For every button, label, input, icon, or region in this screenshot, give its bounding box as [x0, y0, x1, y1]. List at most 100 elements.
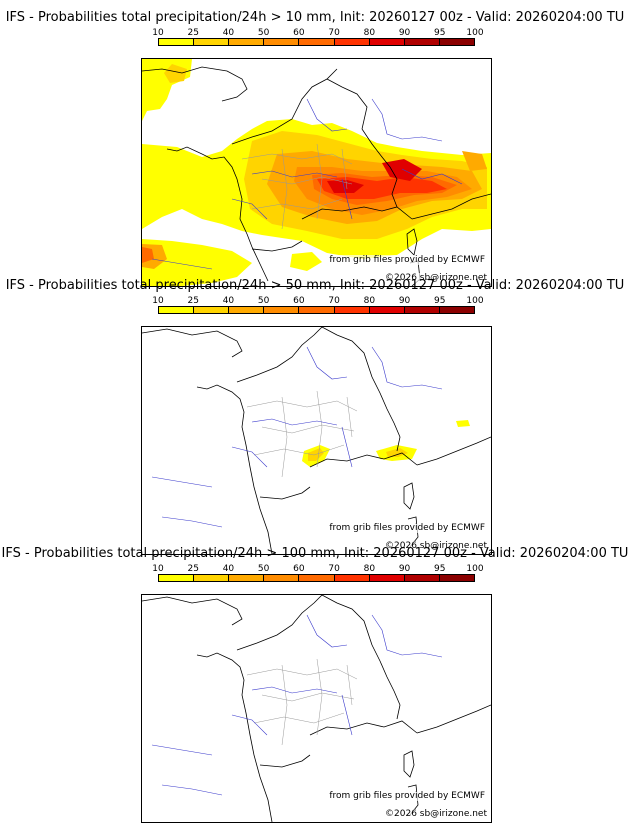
prob-field-25 [164, 64, 187, 83]
rivers [151, 346, 443, 528]
river [371, 346, 443, 390]
credit-copyright: ©2026 sb@irizone.net [385, 541, 487, 551]
panel-title: IFS - Probabilities total precipitation/… [5, 278, 625, 293]
river [306, 98, 348, 132]
prob-field-60 [142, 247, 154, 263]
legend-swatch [404, 575, 440, 581]
legend-color-bar [158, 574, 475, 582]
map-panel-10mm: IFS - Probabilities total precipitation/… [0, 10, 630, 287]
legend-swatch [159, 307, 195, 313]
prob-field-10 [456, 420, 470, 427]
legend-swatch [264, 39, 300, 45]
legend-swatch [369, 307, 405, 313]
precipitation-map [142, 59, 491, 286]
regional-borders [241, 143, 353, 230]
legend-tick: 90 [398, 564, 411, 574]
legend-swatch [369, 39, 405, 45]
coastline-mediterranean [309, 720, 418, 736]
coastline-italy [411, 193, 491, 220]
legend-tick: 10 [152, 296, 164, 306]
legend-swatch [404, 39, 440, 45]
border-north [321, 595, 373, 646]
legend-swatch [404, 307, 440, 313]
legend-tick: 100 [466, 28, 484, 38]
legend-tick: 60 [293, 28, 305, 38]
river [371, 614, 443, 658]
color-legend: 10 25 40 50 60 70 80 90 95 100 [152, 564, 484, 584]
legend-tick: 25 [187, 28, 199, 38]
credit-ecmwf: from grib files provided by ECMWF [329, 791, 485, 801]
river [306, 614, 348, 648]
legend-tick: 95 [434, 28, 446, 38]
coastline-corsica [403, 750, 415, 778]
prob-field-40 [462, 151, 487, 171]
coastline-corsica [403, 482, 415, 510]
river [231, 198, 268, 220]
legend-swatch [299, 307, 335, 313]
legend-tick: 50 [257, 564, 270, 574]
coastline-brittany [166, 146, 269, 282]
coastline-channel [231, 68, 338, 145]
legend-swatch [439, 307, 474, 313]
legend-tick: 25 [187, 564, 199, 574]
coastline-italy [416, 704, 491, 734]
regional-borders [246, 658, 358, 746]
legend-tick: 90 [398, 296, 411, 306]
river [151, 258, 213, 270]
legend-tick: 40 [222, 28, 235, 38]
map-area: from grib files provided by ECMWF ©2026 … [141, 58, 492, 287]
map-area: from grib files provided by ECMWF ©2026 … [141, 594, 492, 823]
region-border [246, 658, 358, 746]
precipitation-map [142, 327, 491, 554]
rivers [151, 614, 443, 796]
region-border [246, 390, 358, 478]
river [341, 694, 353, 736]
border-spain [259, 754, 311, 768]
border-alps [371, 376, 401, 452]
legend-swatch [299, 575, 335, 581]
legend-tick: 95 [434, 296, 446, 306]
legend-tick: 70 [328, 564, 340, 574]
legend-swatch [264, 307, 300, 313]
coastline-brittany [196, 384, 273, 554]
legend-tick: 10 [152, 564, 164, 574]
coastline-channel [236, 595, 323, 651]
color-legend: 10 25 40 50 60 70 80 90 95 100 [152, 296, 484, 316]
legend-swatch [194, 575, 230, 581]
legend-tick: 80 [363, 28, 376, 38]
legend-swatch [264, 575, 300, 581]
legend-swatch [299, 39, 335, 45]
legend-tick: 70 [328, 28, 340, 38]
legend-swatch [439, 575, 474, 581]
prob-field-80 [382, 159, 422, 181]
river [341, 426, 353, 468]
legend-tick: 25 [187, 296, 199, 306]
legend-swatch [229, 307, 265, 313]
legend-tick: 60 [293, 564, 305, 574]
credit-copyright: ©2026 sb@irizone.net [385, 273, 487, 283]
regional-borders [246, 390, 358, 478]
probability-fields [142, 59, 491, 286]
coastline-england [142, 328, 243, 358]
legend-color-bar [158, 306, 475, 314]
border-north [326, 78, 368, 130]
legend-tick: 60 [293, 296, 305, 306]
legend-swatch [334, 39, 370, 45]
river [251, 418, 338, 426]
prob-field-80 [327, 180, 364, 193]
river [251, 686, 338, 694]
legend-swatch [229, 575, 265, 581]
legend-tick: 80 [363, 296, 376, 306]
legend-tick: 80 [363, 564, 376, 574]
coastline-corsica [406, 228, 418, 256]
river [306, 346, 348, 380]
legend-tick: 50 [257, 28, 270, 38]
map-panel-50mm: IFS - Probabilities total precipitation/… [0, 278, 630, 555]
legend-swatch [159, 39, 195, 45]
legend-swatch [194, 307, 230, 313]
river [161, 516, 223, 528]
river [161, 784, 223, 796]
borders-coastlines [142, 595, 491, 822]
legend-tick-labels: 10 25 40 50 60 70 80 90 95 100 [152, 564, 483, 574]
border-north [321, 327, 373, 378]
